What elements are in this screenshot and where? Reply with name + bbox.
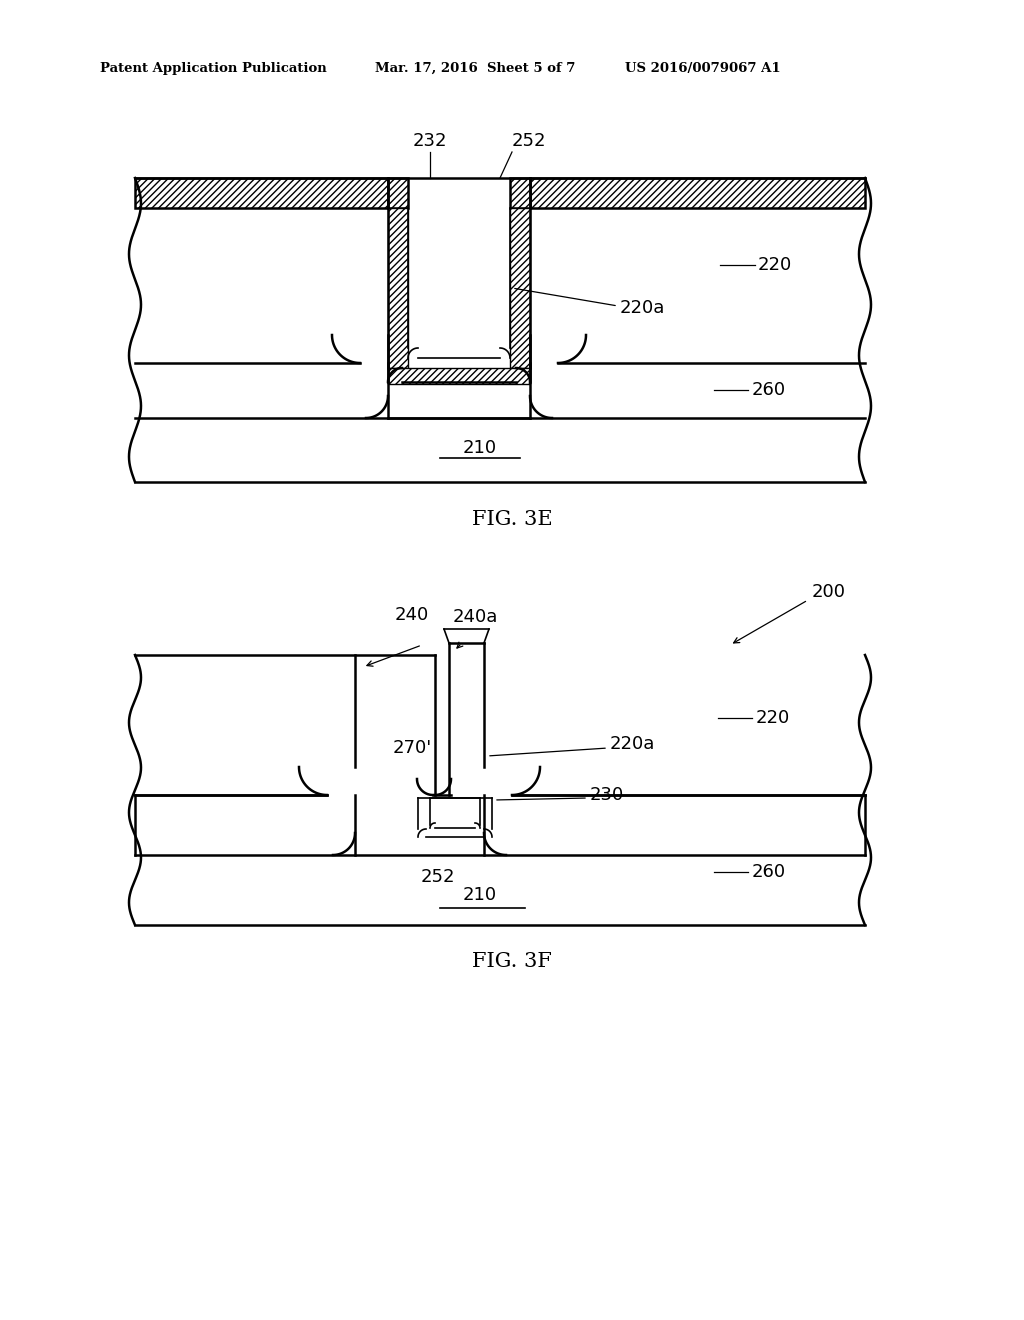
Text: 220a: 220a <box>610 735 655 752</box>
Text: 270': 270' <box>393 739 432 756</box>
Text: 240: 240 <box>395 606 429 624</box>
Bar <box>388 368 530 384</box>
Text: US 2016/0079067 A1: US 2016/0079067 A1 <box>625 62 780 75</box>
Text: 220a: 220a <box>620 300 666 317</box>
Text: Patent Application Publication: Patent Application Publication <box>100 62 327 75</box>
Text: 260: 260 <box>752 863 786 880</box>
Text: FIG. 3F: FIG. 3F <box>472 952 552 972</box>
Text: 232: 232 <box>413 132 447 150</box>
Text: Mar. 17, 2016  Sheet 5 of 7: Mar. 17, 2016 Sheet 5 of 7 <box>375 62 575 75</box>
Text: 210: 210 <box>463 886 497 904</box>
Text: 260: 260 <box>752 381 786 399</box>
Text: 200: 200 <box>812 583 846 601</box>
Bar <box>510 178 530 209</box>
Bar <box>388 178 408 209</box>
Text: 252: 252 <box>512 132 547 150</box>
Text: 230: 230 <box>590 785 625 804</box>
Text: 220: 220 <box>756 709 791 727</box>
Bar <box>510 209 530 368</box>
Bar <box>135 178 388 209</box>
Text: 240a: 240a <box>453 609 499 626</box>
Text: FIG. 3E: FIG. 3E <box>472 510 552 529</box>
Text: 210: 210 <box>463 440 497 457</box>
Bar <box>530 178 865 209</box>
Text: 220: 220 <box>758 256 793 275</box>
Bar <box>388 209 408 368</box>
Text: 252: 252 <box>421 869 456 886</box>
